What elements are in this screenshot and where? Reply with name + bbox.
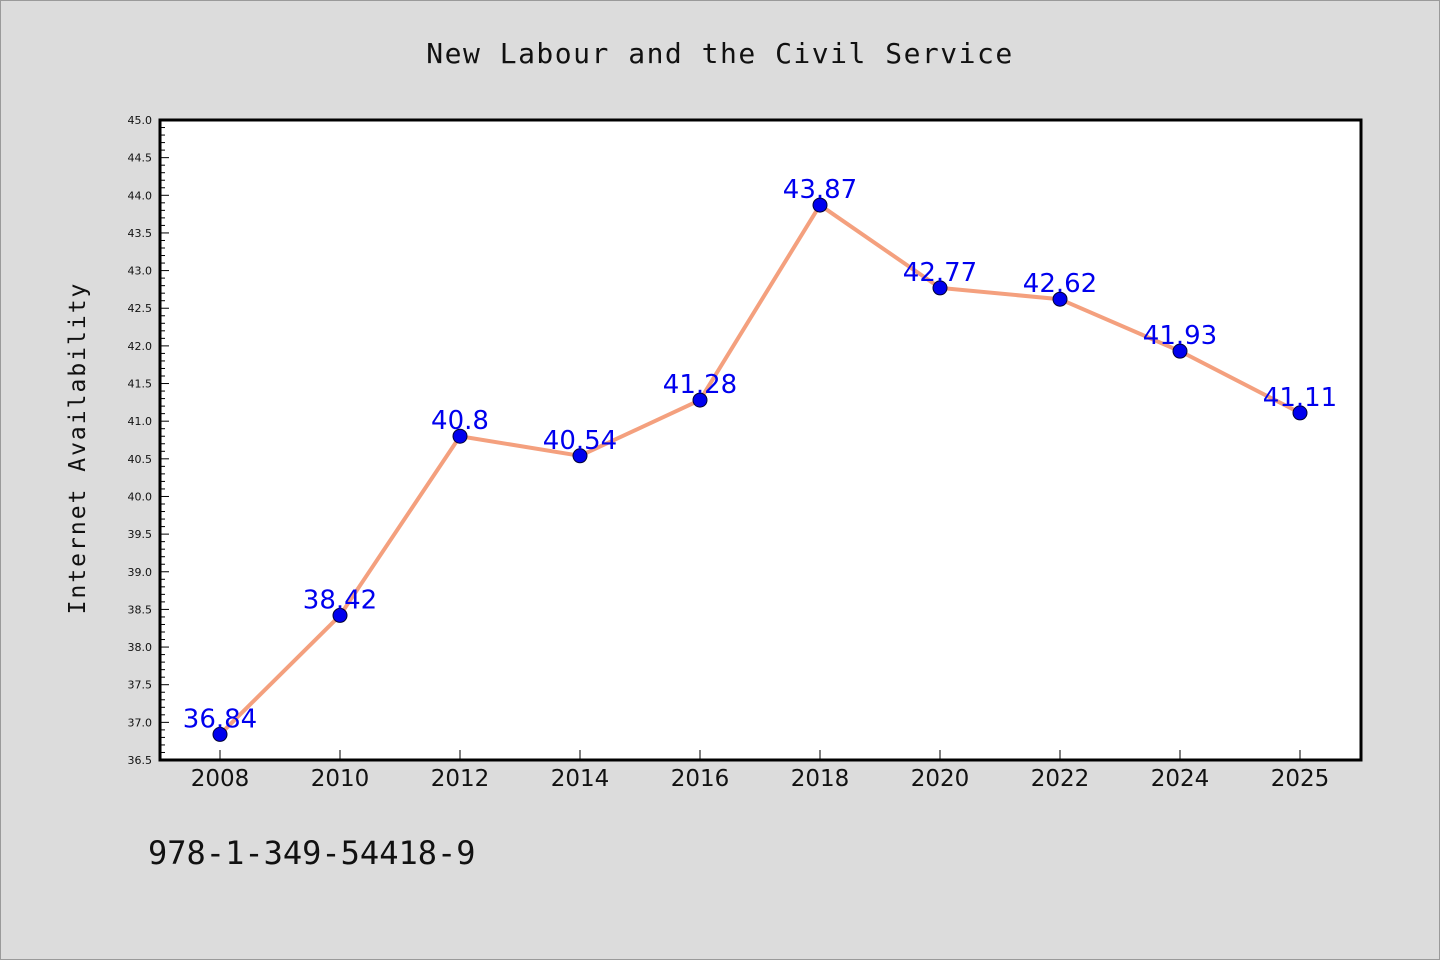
- data-point-marker: [212, 726, 228, 742]
- x-axis-ticks: 2008 2010 2012 2014 2016 2018 2020 2022 2024 2025: [191, 750, 1330, 792]
- data-point-marker: [1292, 405, 1308, 421]
- data-point-marker: [332, 607, 348, 623]
- y-tick-label: 42.5: [128, 302, 153, 315]
- y-tick-label: 38.5: [128, 603, 153, 616]
- x-tick-label: 2016: [671, 766, 730, 792]
- data-point-marker: [932, 280, 948, 296]
- x-tick-label: 2008: [191, 766, 250, 792]
- y-tick-label: 38.0: [128, 641, 153, 654]
- data-label: 40.8: [431, 406, 489, 436]
- y-axis-ticks: 36.5 37.0 37.5 38.0 38.5 39.0 39.5 40.0 40.5 41.0…: [128, 114, 169, 767]
- data-point-marker: [812, 197, 828, 213]
- y-tick-label: 40.5: [128, 453, 153, 466]
- chart-title: New Labour and the Civil Service: [426, 37, 1013, 70]
- y-tick-label: 43.5: [128, 227, 153, 240]
- data-label: 40.54: [543, 426, 617, 456]
- x-tick-label: 2014: [551, 766, 610, 792]
- y-tick-label: 45.0: [128, 114, 153, 127]
- plot-area: [158, 118, 1363, 762]
- data-point-marker: [692, 392, 708, 408]
- y-tick-label: 41.0: [128, 415, 153, 428]
- series-line: [218, 203, 1302, 737]
- x-tick-label: 2010: [311, 766, 370, 792]
- x-tick-label: 2024: [1151, 766, 1210, 792]
- data-label: 43.87: [783, 175, 857, 205]
- y-tick-label: 39.0: [128, 566, 153, 579]
- y-tick-label: 36.5: [128, 754, 153, 767]
- data-label: 42.62: [1023, 269, 1097, 299]
- x-tick-label: 2020: [911, 766, 970, 792]
- series-group: 36.84 38.42 40.8 40.54 41.28 43.87 42.77 42.62 4…: [183, 175, 1337, 742]
- data-point-marker: [1172, 343, 1188, 359]
- data-label: 36.84: [183, 704, 257, 734]
- data-label: 41.28: [663, 370, 737, 400]
- x-tick-label: 2012: [431, 766, 490, 792]
- x-tick-label: 2022: [1031, 766, 1090, 792]
- x-tick-label: 2018: [791, 766, 850, 792]
- data-point-marker: [452, 428, 468, 444]
- y-tick-label: 37.5: [128, 679, 153, 692]
- y-tick-label: 44.0: [128, 189, 153, 202]
- y-axis-label: Internet Availability: [65, 282, 91, 615]
- data-label: 41.93: [1143, 321, 1217, 351]
- data-label: 41.11: [1263, 383, 1337, 413]
- data-point-marker: [572, 448, 588, 464]
- y-tick-label: 40.0: [128, 490, 153, 503]
- y-tick-label: 41.5: [128, 378, 153, 391]
- y-tick-label: 39.5: [128, 528, 153, 541]
- data-label: 38.42: [303, 585, 377, 615]
- y-tick-label: 42.0: [128, 340, 153, 353]
- y-tick-label: 43.0: [128, 265, 153, 278]
- data-label: 42.77: [903, 258, 977, 288]
- y-tick-label: 37.0: [128, 716, 153, 729]
- x-tick-label: 2025: [1271, 766, 1330, 792]
- data-point-marker: [1052, 291, 1068, 307]
- annotation-text: 978-1-349-54418-9: [148, 834, 476, 872]
- y-tick-label: 44.5: [128, 152, 153, 165]
